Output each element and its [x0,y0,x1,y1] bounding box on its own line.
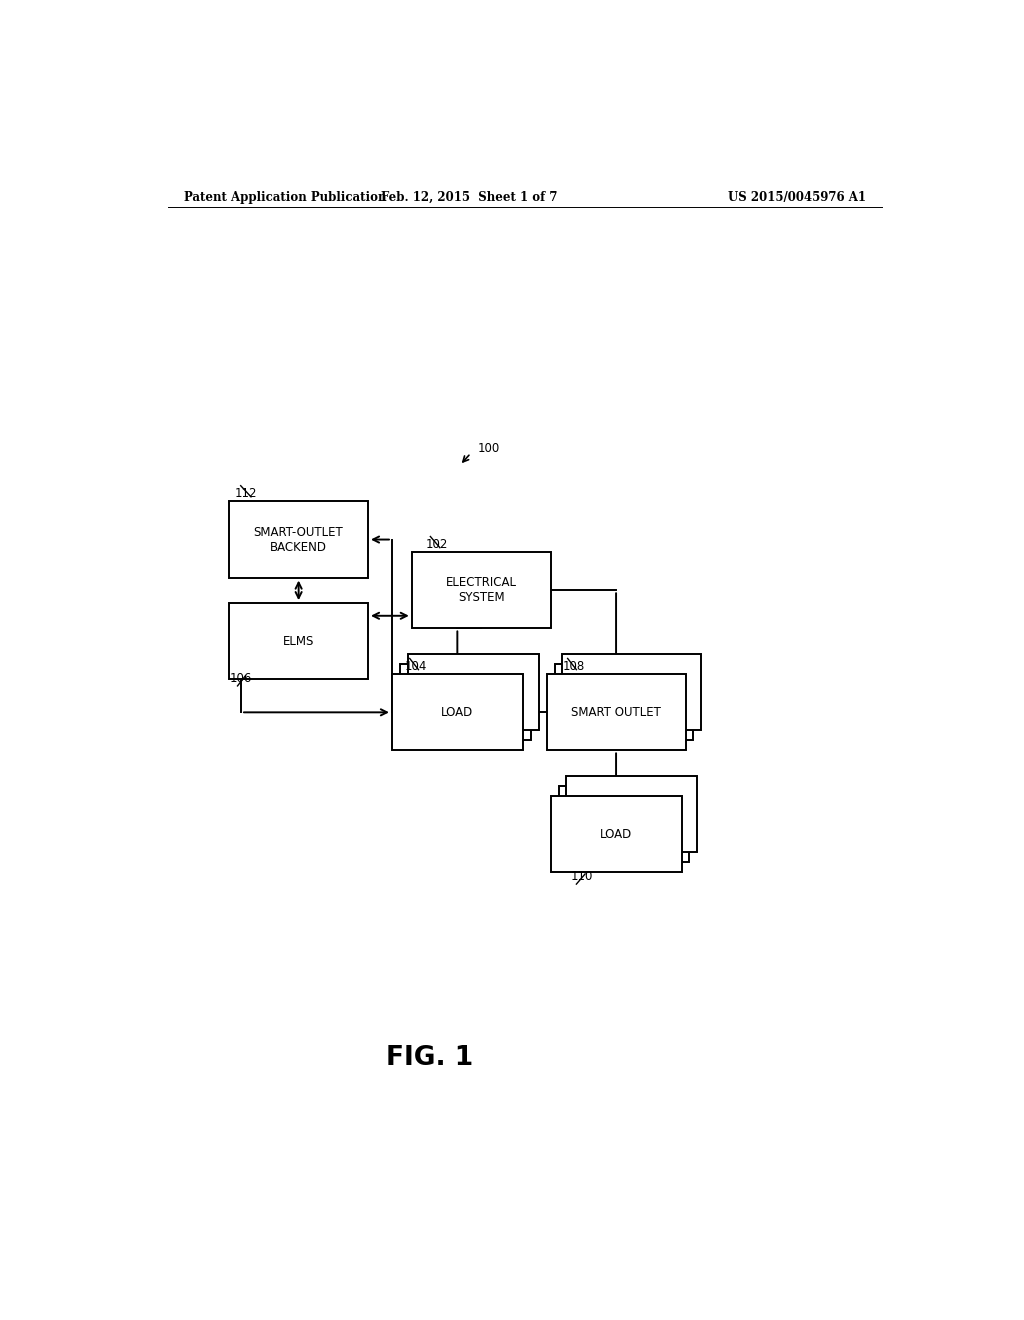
Bar [408,653,539,730]
Text: SMART-OUTLET
BACKEND: SMART-OUTLET BACKEND [254,525,343,553]
Text: 106: 106 [229,672,252,685]
Bar [562,653,701,730]
Bar [547,675,685,751]
Text: 112: 112 [236,487,258,500]
Bar [229,502,368,578]
Bar [551,796,682,873]
Bar [229,603,368,680]
Bar [566,776,697,853]
Text: 110: 110 [570,870,593,883]
Bar [399,664,530,741]
Text: SMART OUTLET: SMART OUTLET [571,706,662,719]
Text: US 2015/0045976 A1: US 2015/0045976 A1 [728,190,866,203]
Text: LOAD: LOAD [441,706,473,719]
Text: ELECTRICAL
SYSTEM: ELECTRICAL SYSTEM [445,577,517,605]
Text: Patent Application Publication: Patent Application Publication [183,190,386,203]
Text: 104: 104 [404,660,427,673]
Text: 108: 108 [563,660,585,673]
Text: FIG. 1: FIG. 1 [386,1045,473,1071]
Bar [392,675,523,751]
Bar [558,785,689,862]
Text: 100: 100 [477,442,500,454]
Bar [412,552,551,628]
Bar [555,664,693,741]
Text: 102: 102 [426,539,447,552]
Text: ELMS: ELMS [283,635,314,648]
Text: LOAD: LOAD [600,828,632,841]
Text: Feb. 12, 2015  Sheet 1 of 7: Feb. 12, 2015 Sheet 1 of 7 [381,190,557,203]
